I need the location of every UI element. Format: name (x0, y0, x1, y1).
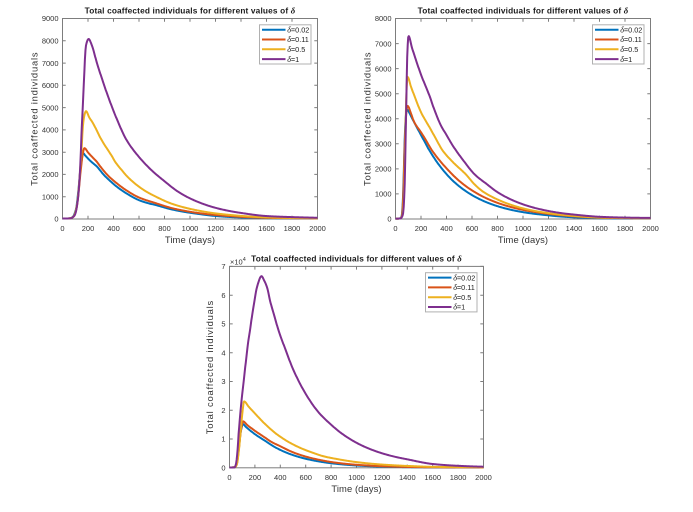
svg-text:1400: 1400 (566, 224, 583, 233)
svg-text:8000: 8000 (375, 14, 392, 23)
svg-text:1000: 1000 (348, 473, 365, 482)
svg-text:200: 200 (82, 224, 95, 233)
svg-text:δ=0.11: δ=0.11 (453, 283, 475, 292)
svg-text:7000: 7000 (375, 39, 392, 48)
svg-text:5000: 5000 (42, 103, 59, 112)
svg-text:Total coaffected individuals f: Total coaffected individuals for differe… (418, 6, 629, 16)
svg-text:6000: 6000 (42, 81, 59, 90)
svg-text:1400: 1400 (399, 473, 416, 482)
svg-text:0: 0 (221, 464, 225, 473)
svg-text:Time (days): Time (days) (498, 234, 548, 245)
svg-text:×104: ×104 (230, 257, 246, 266)
svg-text:4000: 4000 (375, 115, 392, 124)
svg-text:600: 600 (466, 224, 479, 233)
svg-text:δ=0.11: δ=0.11 (287, 35, 309, 44)
svg-text:9000: 9000 (42, 14, 59, 23)
svg-text:2000: 2000 (375, 165, 392, 174)
svg-text:δ=0.02: δ=0.02 (620, 25, 642, 34)
svg-text:6: 6 (221, 291, 225, 300)
svg-text:200: 200 (415, 224, 428, 233)
svg-text:3000: 3000 (375, 140, 392, 149)
svg-text:1200: 1200 (540, 224, 557, 233)
svg-text:600: 600 (133, 224, 146, 233)
svg-text:δ=0.02: δ=0.02 (287, 25, 309, 34)
svg-text:2000: 2000 (642, 224, 659, 233)
svg-text:800: 800 (491, 224, 504, 233)
svg-text:2000: 2000 (42, 170, 59, 179)
svg-text:0: 0 (387, 215, 391, 224)
svg-text:1600: 1600 (591, 224, 608, 233)
svg-text:1: 1 (221, 435, 225, 444)
svg-text:1200: 1200 (207, 224, 224, 233)
svg-text:0: 0 (227, 473, 231, 482)
svg-text:0: 0 (60, 224, 64, 233)
svg-text:δ=1: δ=1 (453, 303, 465, 312)
svg-text:1800: 1800 (450, 473, 467, 482)
svg-text:1600: 1600 (424, 473, 441, 482)
svg-text:200: 200 (249, 473, 262, 482)
svg-text:Total coaffected individuals: Total coaffected individuals (28, 52, 39, 186)
svg-text:400: 400 (440, 224, 453, 233)
svg-text:3: 3 (221, 377, 225, 386)
svg-text:2: 2 (221, 406, 225, 415)
svg-text:0: 0 (54, 215, 58, 224)
svg-text:1600: 1600 (258, 224, 275, 233)
svg-text:400: 400 (107, 224, 120, 233)
svg-text:5: 5 (221, 320, 225, 329)
svg-text:4000: 4000 (42, 126, 59, 135)
svg-text:1800: 1800 (617, 224, 634, 233)
svg-text:0: 0 (393, 224, 397, 233)
svg-text:5000: 5000 (375, 89, 392, 98)
svg-text:1000: 1000 (515, 224, 532, 233)
svg-text:7: 7 (221, 262, 225, 271)
svg-text:400: 400 (274, 473, 287, 482)
svg-text:2000: 2000 (309, 224, 326, 233)
svg-text:δ=0.5: δ=0.5 (287, 45, 305, 54)
svg-text:Total coaffected individuals f: Total coaffected individuals for differe… (251, 254, 462, 264)
svg-text:Time (days): Time (days) (165, 234, 215, 245)
svg-text:Total coaffected individuals: Total coaffected individuals (361, 52, 372, 186)
svg-text:δ=0.5: δ=0.5 (620, 45, 638, 54)
svg-text:δ=1: δ=1 (287, 55, 299, 64)
svg-text:1000: 1000 (182, 224, 199, 233)
svg-text:7000: 7000 (42, 59, 59, 68)
svg-text:δ=0.5: δ=0.5 (453, 293, 471, 302)
svg-text:1000: 1000 (375, 190, 392, 199)
svg-text:Total coaffected individuals f: Total coaffected individuals for differe… (85, 6, 296, 16)
svg-text:δ=0.11: δ=0.11 (620, 35, 642, 44)
svg-text:1400: 1400 (233, 224, 250, 233)
svg-text:1800: 1800 (284, 224, 301, 233)
svg-text:2000: 2000 (475, 473, 492, 482)
svg-text:δ=1: δ=1 (620, 55, 632, 64)
svg-text:600: 600 (299, 473, 312, 482)
svg-text:Total coaffected individuals: Total coaffected individuals (204, 300, 215, 434)
svg-text:Time (days): Time (days) (331, 483, 381, 494)
svg-text:1200: 1200 (374, 473, 391, 482)
svg-text:6000: 6000 (375, 64, 392, 73)
svg-text:1000: 1000 (42, 192, 59, 201)
svg-text:δ=0.02: δ=0.02 (453, 273, 475, 282)
svg-text:8000: 8000 (42, 37, 59, 46)
svg-text:800: 800 (325, 473, 338, 482)
svg-text:3000: 3000 (42, 148, 59, 157)
svg-text:800: 800 (158, 224, 171, 233)
svg-text:4: 4 (221, 348, 225, 357)
